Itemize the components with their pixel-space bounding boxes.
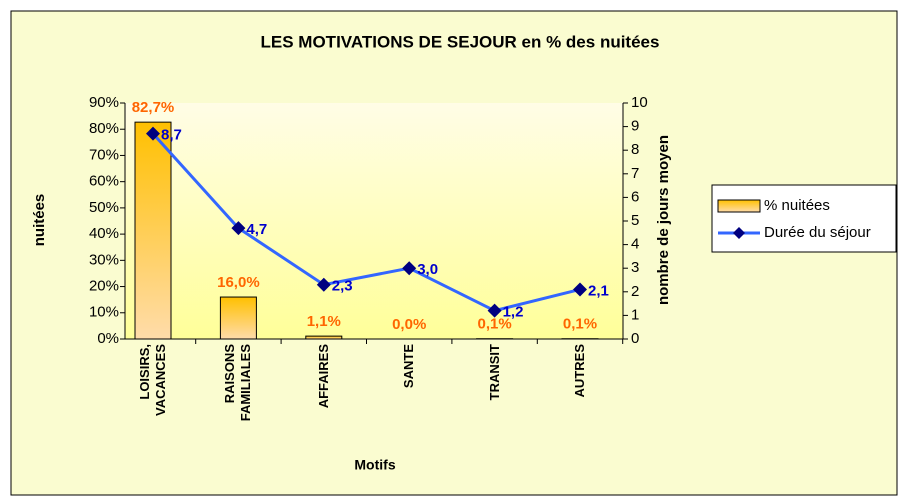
bar-value-label: 1,1% [307, 313, 341, 330]
y-tick-label: 70% [89, 146, 119, 163]
y-tick-label: 50% [89, 199, 119, 216]
y-tick-label: 60% [89, 173, 119, 190]
bar-value-label: 82,7% [132, 99, 175, 116]
y2-tick-label: 10 [631, 94, 648, 111]
x-tick-label: AFFAIRES [304, 344, 344, 454]
legend-key-marker [733, 227, 745, 239]
plot-area [125, 103, 623, 339]
line-marker [146, 126, 160, 141]
bar-value-label: 0,1% [563, 316, 597, 333]
category-text: LOISIRS, VACANCES [137, 344, 168, 416]
line-value-label: 1,2 [503, 304, 524, 321]
line-value-label: 2,1 [588, 282, 609, 299]
legend [711, 184, 897, 253]
bar-value-label: 16,0% [217, 274, 260, 291]
y2-tick-label: 4 [631, 236, 639, 253]
line-series [151, 132, 581, 313]
category-text: AUTRES [572, 344, 587, 398]
x-axis-title: Motifs [354, 457, 395, 473]
line-value-label: 8,7 [161, 127, 182, 144]
y-axis-title: nuitées [31, 194, 48, 247]
y-tick-label: 90% [89, 94, 119, 111]
line-marker [402, 261, 417, 276]
x-tick-label: RAISONS FAMILIALES [218, 344, 258, 454]
category-text: SANTE [401, 344, 417, 389]
line-marker [231, 221, 246, 236]
legend-label: Durée du séjour [764, 224, 871, 241]
line-marker [316, 277, 331, 292]
bar [219, 296, 257, 340]
y-tick-label: 40% [89, 225, 119, 242]
y2-tick-label: 3 [631, 259, 639, 276]
y2-tick-label: 5 [631, 212, 639, 229]
chart-title: LES MOTIVATIONS DE SEJOUR en % des nuité… [261, 32, 660, 51]
y2-tick-label: 7 [631, 165, 639, 182]
line-value-label: 4,7 [246, 221, 267, 238]
category-text: RAISONS FAMILIALES [222, 344, 254, 422]
y-tick-label: 80% [89, 120, 119, 137]
y-tick-label: 10% [89, 304, 119, 321]
x-tick-label: TRANSIT [475, 344, 515, 454]
bar [305, 335, 343, 340]
y2-tick-label: 0 [631, 330, 639, 347]
y-tick-label: 20% [89, 278, 119, 295]
y2-tick-label: 1 [631, 306, 639, 323]
x-tick-label: LOISIRS, VACANCES [133, 344, 173, 454]
line-marker [487, 303, 502, 318]
x-tick-label: SANTE [389, 344, 429, 454]
category-text: AFFAIRES [315, 344, 331, 409]
y2-tick-label: 8 [631, 141, 639, 158]
bar [134, 121, 172, 340]
legend-label: % nuitées [764, 197, 830, 214]
line-value-label: 3,0 [417, 261, 438, 278]
line-value-label: 2,3 [332, 278, 353, 295]
y2-axis-title: nombre de jours moyen [655, 135, 672, 305]
y2-tick-label: 9 [631, 118, 639, 135]
y2-tick-label: 6 [631, 188, 639, 205]
bar-value-label: 0,1% [477, 316, 511, 333]
line-marker [573, 282, 587, 297]
y-tick-label: 30% [89, 251, 119, 268]
category-text: TRANSIT [486, 344, 502, 401]
x-tick-label: AUTRES [560, 344, 600, 454]
bar-value-label: 0,0% [392, 316, 426, 333]
y2-tick-label: 2 [631, 283, 639, 300]
y-tick-label: 0% [97, 330, 119, 347]
legend-key [717, 199, 761, 213]
